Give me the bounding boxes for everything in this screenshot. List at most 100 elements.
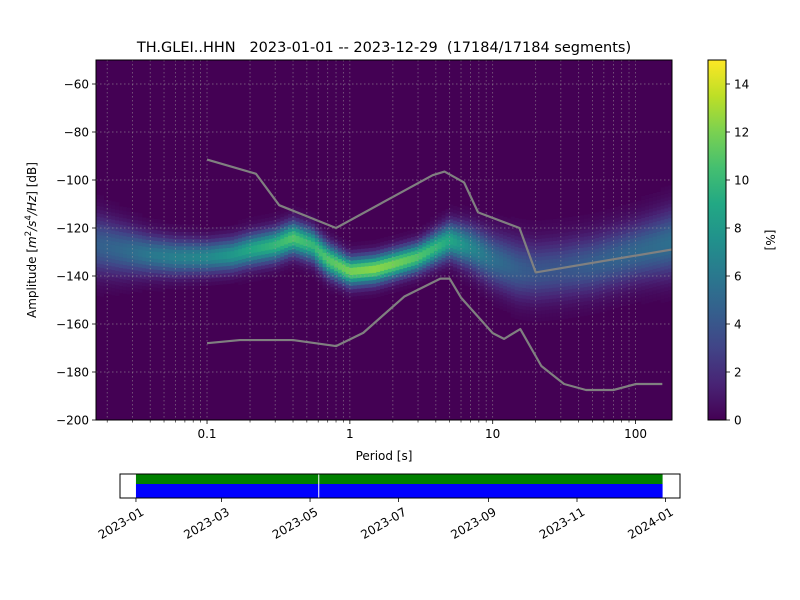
- heatmap-cell: [491, 230, 496, 235]
- heatmap-cell: [526, 244, 531, 249]
- heatmap-cell: [253, 234, 258, 239]
- heatmap-cell: [407, 241, 412, 246]
- heatmap-cell: [637, 283, 642, 288]
- heatmap-cell: [472, 259, 477, 264]
- heatmap-cell: [576, 287, 581, 292]
- heatmap-cell: [238, 219, 243, 224]
- heatmap-cell: [503, 217, 508, 222]
- heatmap-cell: [476, 290, 481, 295]
- heatmap-cell: [549, 255, 554, 260]
- heatmap-cell: [249, 274, 254, 279]
- heatmap-cell: [576, 244, 581, 249]
- heatmap-cell: [391, 263, 396, 268]
- heatmap-cell: [145, 272, 151, 277]
- heatmap-cell: [414, 271, 419, 276]
- heatmap-cell: [503, 260, 508, 265]
- heatmap-cell: [660, 223, 665, 228]
- heatmap-cell: [549, 302, 554, 307]
- heatmap-cell: [284, 208, 289, 212]
- heatmap-cell: [211, 245, 216, 250]
- heatmap-cell: [556, 279, 562, 284]
- heatmap-cell: [606, 216, 611, 221]
- heatmap-cell: [576, 309, 581, 314]
- heatmap-cell: [652, 261, 658, 266]
- heatmap-cell: [153, 244, 158, 249]
- heatmap-cell: [545, 234, 550, 239]
- heatmap-cell: [149, 236, 154, 241]
- heatmap-cell: [257, 237, 262, 242]
- heatmap-cell: [556, 225, 562, 230]
- heatmap-cell: [165, 227, 170, 232]
- heatmap-cell: [349, 289, 354, 294]
- heatmap-cell: [568, 278, 573, 283]
- heatmap-cell: [472, 231, 477, 236]
- heatmap-cell: [249, 278, 254, 283]
- heatmap-cell: [230, 257, 235, 262]
- heatmap-cell: [660, 277, 665, 282]
- heatmap-cell: [103, 199, 108, 204]
- heatmap-cell: [380, 248, 385, 253]
- heatmap-cell: [487, 297, 492, 302]
- heatmap-cell: [595, 269, 600, 274]
- heatmap-cell: [337, 290, 343, 295]
- heatmap-cell: [291, 237, 297, 242]
- heatmap-cell: [380, 256, 385, 261]
- heatmap-cell: [664, 225, 669, 230]
- heatmap-cell: [130, 240, 135, 245]
- heatmap-cell: [245, 217, 250, 222]
- heatmap-cell: [614, 278, 619, 283]
- y-tick-label: −160: [56, 318, 89, 332]
- heatmap-cell: [560, 308, 565, 313]
- heatmap-cell: [579, 283, 585, 288]
- heatmap-cell: [568, 267, 573, 272]
- heatmap-cell: [168, 267, 174, 272]
- heatmap-cell: [119, 227, 124, 232]
- heatmap-cell: [299, 255, 304, 260]
- heatmap-cell: [602, 274, 608, 279]
- heatmap-cell: [261, 236, 266, 241]
- heatmap-cell: [514, 286, 519, 291]
- heatmap-cell: [614, 260, 619, 265]
- timeline-ticks: 2023-01 2023-03 2023-05 2023-07 2023-09 2023-…: [96, 498, 676, 542]
- heatmap-cell: [399, 236, 404, 241]
- heatmap-cell: [326, 252, 331, 257]
- heatmap-cell: [518, 297, 523, 302]
- heatmap-cell: [422, 253, 427, 258]
- heatmap-cell: [629, 263, 634, 268]
- heatmap-cell: [153, 254, 158, 259]
- heatmap-cell: [353, 288, 358, 293]
- heatmap-cell: [610, 283, 615, 288]
- heatmap-cell: [460, 269, 466, 274]
- heatmap-cell: [668, 282, 672, 287]
- heatmap-cell: [618, 299, 623, 304]
- heatmap-cell: [330, 279, 335, 284]
- heatmap-cell: [245, 261, 250, 266]
- heatmap-cell: [533, 267, 538, 272]
- heatmap-cell: [545, 306, 550, 311]
- heatmap-cell: [549, 251, 554, 256]
- heatmap-cell: [625, 293, 631, 298]
- heatmap-cell: [456, 261, 462, 266]
- heatmap-cell: [460, 237, 466, 242]
- heatmap-cell: [668, 246, 672, 251]
- heatmap-cell: [188, 238, 193, 243]
- heatmap-cell: [433, 240, 439, 245]
- heatmap-cell: [503, 249, 508, 254]
- heatmap-cell: [537, 299, 542, 304]
- heatmap-cell: [165, 245, 170, 250]
- heatmap-cell: [518, 290, 523, 295]
- heatmap-cell: [648, 229, 654, 234]
- heatmap-cell: [514, 300, 519, 305]
- heatmap-cell: [487, 293, 492, 298]
- heatmap-cell: [480, 271, 485, 276]
- heatmap-cell: [337, 251, 343, 256]
- heatmap-cell: [625, 264, 631, 269]
- heatmap-cell: [545, 298, 550, 303]
- heatmap-cell: [541, 248, 546, 253]
- heatmap-cell: [610, 244, 615, 249]
- heatmap-cell: [134, 280, 139, 285]
- heatmap-cell: [353, 281, 358, 286]
- heatmap-cell: [456, 217, 462, 222]
- heatmap-cell: [353, 270, 358, 275]
- heatmap-cell: [330, 283, 335, 288]
